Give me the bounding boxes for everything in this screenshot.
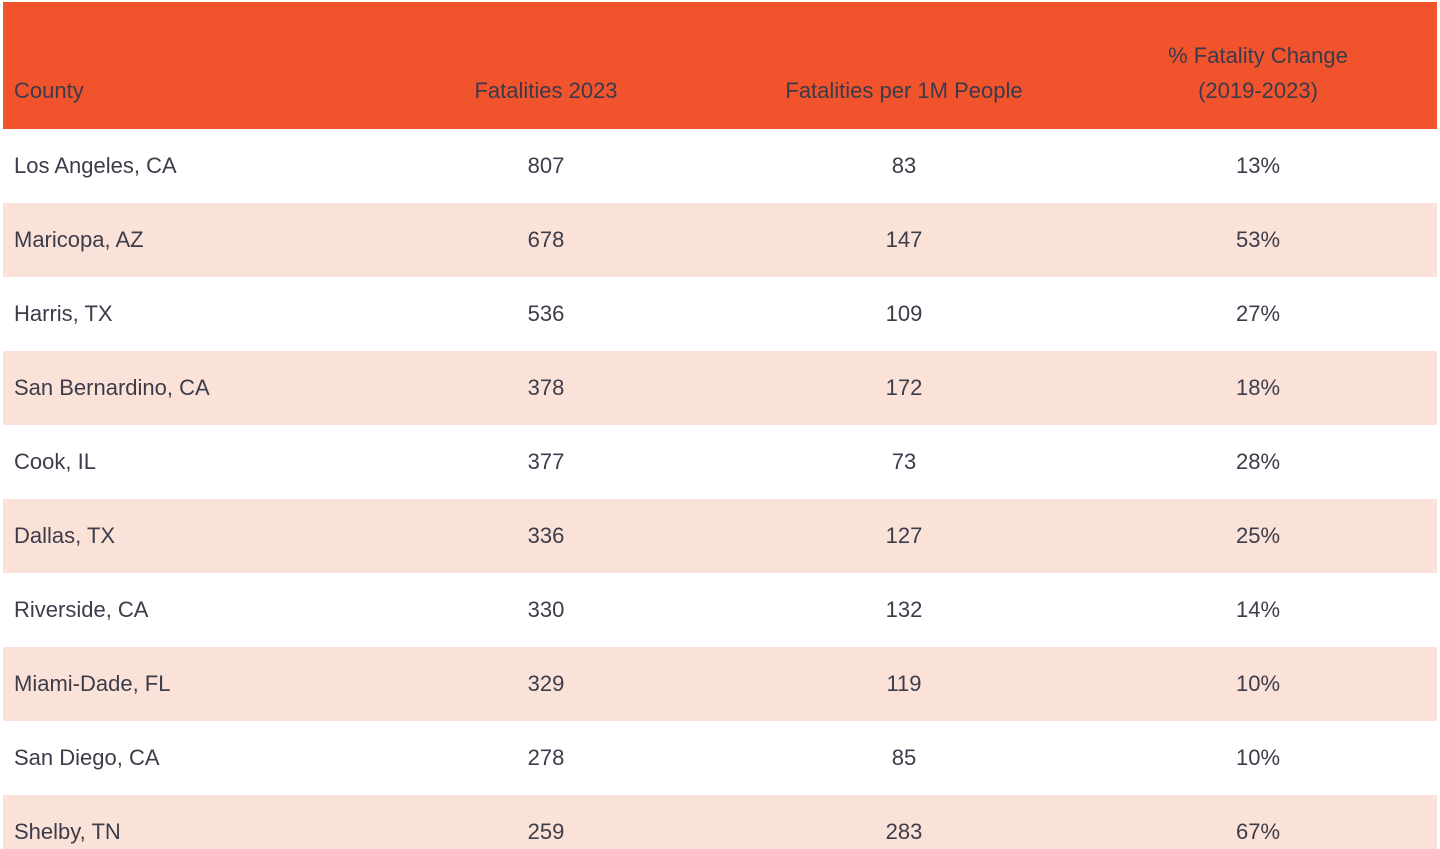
table-row: Miami-Dade, FL 329 119 10% bbox=[3, 647, 1437, 721]
cell-county: Maricopa, AZ bbox=[14, 227, 144, 252]
table-row: San Bernardino, CA 378 172 18% bbox=[3, 351, 1437, 425]
cell-county: San Bernardino, CA bbox=[14, 375, 210, 400]
cell-fatalities-2023: 678 bbox=[527, 227, 565, 252]
cell-pct-change: 25% bbox=[1235, 523, 1281, 548]
cell-fatalities-per-1m: 119 bbox=[886, 671, 922, 696]
header-pct-change-line2: (2019-2023) bbox=[1198, 78, 1318, 103]
table-body: Los Angeles, CA 807 83 13% Maricopa, AZ … bbox=[3, 129, 1437, 849]
cell-fatalities-per-1m: 73 bbox=[891, 449, 917, 474]
cell-fatalities-per-1m: 172 bbox=[885, 375, 923, 400]
cell-county: Harris, TX bbox=[14, 301, 113, 326]
table-row: Los Angeles, CA 807 83 13% bbox=[3, 129, 1437, 203]
table-row: Dallas, TX 336 127 25% bbox=[3, 499, 1437, 573]
header-pct-fatality-change: % Fatality Change (2019-2023) bbox=[1079, 2, 1437, 129]
cell-pct-change: 13% bbox=[1235, 153, 1281, 178]
cell-fatalities-2023: 278 bbox=[527, 745, 565, 770]
cell-fatalities-per-1m: 127 bbox=[885, 523, 923, 548]
cell-fatalities-2023: 377 bbox=[527, 449, 565, 474]
table-row: Cook, IL 377 73 28% bbox=[3, 425, 1437, 499]
table-row: Harris, TX 536 109 27% bbox=[3, 277, 1437, 351]
cell-county: San Diego, CA bbox=[14, 745, 160, 770]
cell-county: Cook, IL bbox=[14, 449, 96, 474]
fatality-table: County Fatalities 2023 Fatalities per 1M… bbox=[3, 2, 1437, 849]
cell-fatalities-per-1m: 147 bbox=[885, 227, 923, 252]
cell-county: Los Angeles, CA bbox=[14, 153, 177, 178]
table-row: Shelby, TN 259 283 67% bbox=[3, 795, 1437, 849]
cell-fatalities-2023: 378 bbox=[527, 375, 565, 400]
cell-fatalities-per-1m: 83 bbox=[891, 153, 917, 178]
cell-county: Shelby, TN bbox=[14, 819, 121, 844]
header-pct-change-line1: % Fatality Change bbox=[1168, 43, 1348, 68]
cell-fatalities-per-1m: 283 bbox=[885, 819, 923, 844]
cell-county: Miami-Dade, FL bbox=[14, 671, 171, 696]
cell-fatalities-per-1m: 85 bbox=[891, 745, 917, 770]
table-row: Maricopa, AZ 678 147 53% bbox=[3, 203, 1437, 277]
cell-fatalities-2023: 259 bbox=[527, 819, 565, 844]
cell-fatalities-2023: 536 bbox=[527, 301, 565, 326]
cell-county: Riverside, CA bbox=[14, 597, 149, 622]
cell-county: Dallas, TX bbox=[14, 523, 116, 548]
cell-pct-change: 10% bbox=[1235, 745, 1281, 770]
cell-pct-change: 14% bbox=[1235, 597, 1281, 622]
header-fatalities-per-1m: Fatalities per 1M People bbox=[729, 2, 1079, 129]
cell-fatalities-per-1m: 109 bbox=[885, 301, 923, 326]
cell-fatalities-2023: 330 bbox=[527, 597, 565, 622]
cell-pct-change: 27% bbox=[1235, 301, 1281, 326]
cell-pct-change: 67% bbox=[1235, 819, 1281, 844]
cell-fatalities-2023: 329 bbox=[527, 671, 565, 696]
cell-pct-change: 53% bbox=[1235, 227, 1281, 252]
cell-fatalities-2023: 336 bbox=[527, 523, 565, 548]
header-county: County bbox=[3, 2, 363, 129]
header-fatalities-2023: Fatalities 2023 bbox=[363, 2, 729, 129]
cell-pct-change: 28% bbox=[1235, 449, 1281, 474]
table-row: Riverside, CA 330 132 14% bbox=[3, 573, 1437, 647]
table-row: San Diego, CA 278 85 10% bbox=[3, 721, 1437, 795]
cell-pct-change: 10% bbox=[1235, 671, 1281, 696]
table-header: County Fatalities 2023 Fatalities per 1M… bbox=[3, 2, 1437, 129]
cell-fatalities-2023: 807 bbox=[527, 153, 565, 178]
header-row: County Fatalities 2023 Fatalities per 1M… bbox=[3, 2, 1437, 129]
cell-fatalities-per-1m: 132 bbox=[885, 597, 923, 622]
cell-pct-change: 18% bbox=[1235, 375, 1281, 400]
